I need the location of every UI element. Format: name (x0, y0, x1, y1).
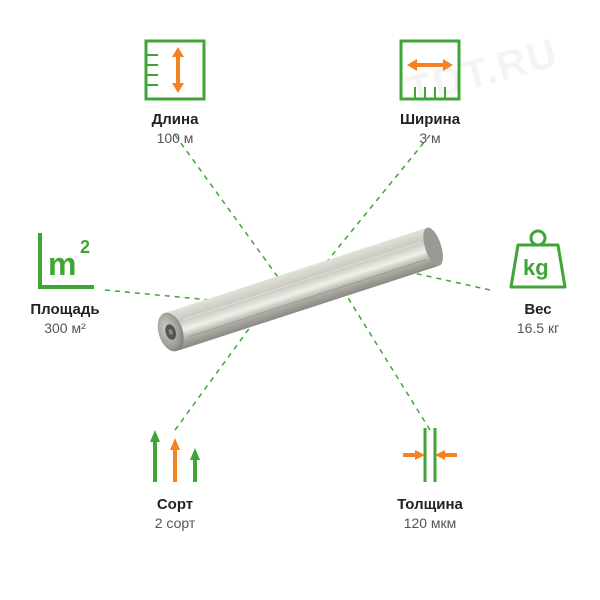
spec-label: Площадь (30, 301, 99, 318)
area-icon: m 2 (30, 225, 100, 295)
svg-text:m: m (48, 246, 76, 282)
width-icon (395, 35, 465, 105)
spec-width: Ширина 3 м (370, 35, 490, 146)
spec-value: 100 м (157, 130, 194, 146)
spec-label: Сорт (157, 496, 193, 513)
spec-value: 120 мкм (404, 515, 457, 531)
spec-area: m 2 Площадь 300 м² (5, 225, 125, 336)
spec-label: Ширина (400, 111, 460, 128)
spec-label: Толщина (397, 496, 463, 513)
spec-label: Вес (524, 301, 551, 318)
spec-grade: Сорт 2 сорт (115, 420, 235, 531)
thickness-icon (395, 420, 465, 490)
grade-icon (140, 420, 210, 490)
spec-value: 3 м (419, 130, 440, 146)
svg-text:kg: kg (523, 255, 549, 280)
spec-label: Длина (152, 111, 199, 128)
length-icon (140, 35, 210, 105)
spec-value: 16.5 кг (517, 320, 559, 336)
weight-icon: kg (503, 225, 573, 295)
spec-value: 2 сорт (155, 515, 196, 531)
spec-weight: kg Вес 16.5 кг (478, 225, 598, 336)
spec-length: Длина 100 м (115, 35, 235, 146)
svg-text:2: 2 (80, 237, 90, 257)
spec-value: 300 м² (44, 320, 86, 336)
spec-thickness: Толщина 120 мкм (370, 420, 490, 531)
